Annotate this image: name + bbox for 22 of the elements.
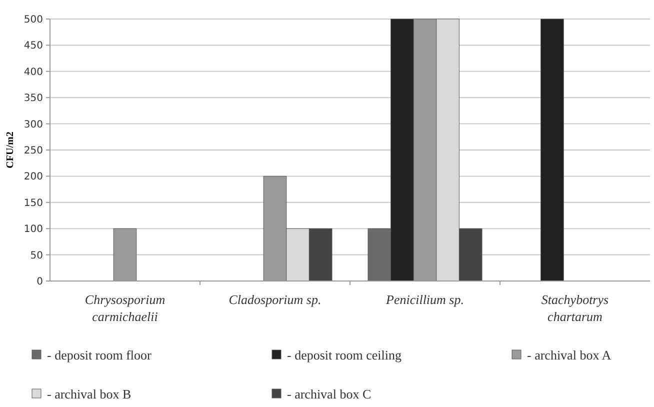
y-tick-label: 500 xyxy=(24,14,43,26)
legend-label: - archival box B xyxy=(47,386,132,402)
y-tick-label: 0 xyxy=(36,276,43,288)
y-tick-label: 300 xyxy=(24,119,43,130)
y-tick-label: 450 xyxy=(24,40,43,52)
legend-label: - archival box A xyxy=(527,348,612,363)
legend-label: - deposit room ceiling xyxy=(287,348,402,363)
y-tick-label: 150 xyxy=(24,198,43,209)
y-tick-label: 100 xyxy=(24,224,43,236)
y-tick-label: 200 xyxy=(24,172,43,183)
y-tick-label: 350 xyxy=(24,93,43,104)
bar xyxy=(540,18,564,282)
y-tick-label: 50 xyxy=(30,250,43,262)
legend-label: - deposit room floor xyxy=(47,348,152,363)
legend-label: - archival box C xyxy=(287,386,372,402)
y-axis-title: CFU/m2 xyxy=(5,132,16,168)
y-tick-label: 400 xyxy=(24,66,43,78)
x-tick-label: Stachybotrys chartarum xyxy=(541,292,609,324)
x-tick-label: Chrysosporium carmichaelii xyxy=(84,292,166,324)
x-tick-label: Penicillium sp. xyxy=(385,292,464,307)
y-tick-label: 250 xyxy=(24,146,43,156)
x-tick-label: Cladosporium sp. xyxy=(228,292,322,307)
